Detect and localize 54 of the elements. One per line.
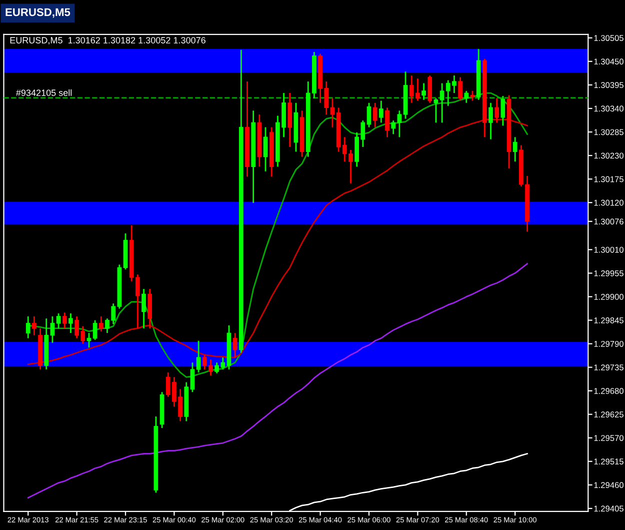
ref-line-label: #9342105 sell xyxy=(16,89,72,96)
y-tick-label: 1.30285 xyxy=(594,129,624,136)
candlestick xyxy=(232,332,238,358)
y-tick-label: 1.29570 xyxy=(594,435,624,441)
candlestick xyxy=(440,82,444,124)
y-tick-label: 1.30505 xyxy=(594,35,624,41)
candlestick xyxy=(98,316,104,332)
candlestick xyxy=(26,316,30,339)
candlestick xyxy=(500,95,506,126)
candlestick xyxy=(385,106,390,138)
y-tick-label: 1.30450 xyxy=(594,58,624,65)
candlestick xyxy=(263,126,268,172)
candlestick xyxy=(56,312,61,330)
candlestick xyxy=(470,90,475,102)
y-tick-label: 1.29845 xyxy=(594,317,624,324)
chart-subtitle: EURUSD,M5 1.30162 1.30182 1.30052 1.30076 xyxy=(10,37,206,45)
y-tick-label: 1.29790 xyxy=(594,340,624,347)
y-tick-label: 1.30230 xyxy=(594,152,624,159)
candlestick xyxy=(330,98,335,128)
candlestick xyxy=(512,136,518,162)
candlestick xyxy=(68,312,73,334)
y-tick-label: 1.30076 xyxy=(594,218,624,224)
y-tick-label: 1.29955 xyxy=(594,270,624,276)
y-tick-label: 1.30395 xyxy=(594,82,624,88)
candlestick xyxy=(32,316,36,336)
y-tick-label: 1.29515 xyxy=(594,458,624,464)
chart-title: EURUSD,M5 xyxy=(6,8,70,18)
y-tick-label: 1.29900 xyxy=(594,294,624,300)
y-tick-label: 1.29460 xyxy=(594,482,624,488)
candlestick xyxy=(464,90,469,104)
candlestick xyxy=(434,98,438,124)
candlestick xyxy=(422,82,426,101)
candlestick xyxy=(50,316,55,344)
candlestick xyxy=(92,320,98,341)
y-tick-label: 1.30120 xyxy=(594,200,624,206)
y-tick-label: 1.29405 xyxy=(594,506,624,512)
line-series xyxy=(27,263,528,498)
candlestick xyxy=(366,102,372,128)
candlestick xyxy=(428,74,432,104)
candlestick xyxy=(372,102,378,128)
y-tick-label: 1.29680 xyxy=(594,388,624,394)
y-tick-label: 1.30010 xyxy=(594,246,624,253)
candlestick xyxy=(494,98,499,124)
y-tick-label: 1.29735 xyxy=(594,364,624,370)
candlestick xyxy=(190,362,195,393)
y-tick-label: 1.30175 xyxy=(594,176,624,182)
candlestick xyxy=(62,312,67,330)
candlestick xyxy=(378,100,384,124)
candlestick xyxy=(488,102,493,140)
y-tick-label: 1.30340 xyxy=(594,106,624,112)
candlestick xyxy=(196,340,201,374)
candlestick xyxy=(458,76,462,102)
y-tick-label: 1.29625 xyxy=(594,412,624,418)
candlestick xyxy=(142,288,146,330)
